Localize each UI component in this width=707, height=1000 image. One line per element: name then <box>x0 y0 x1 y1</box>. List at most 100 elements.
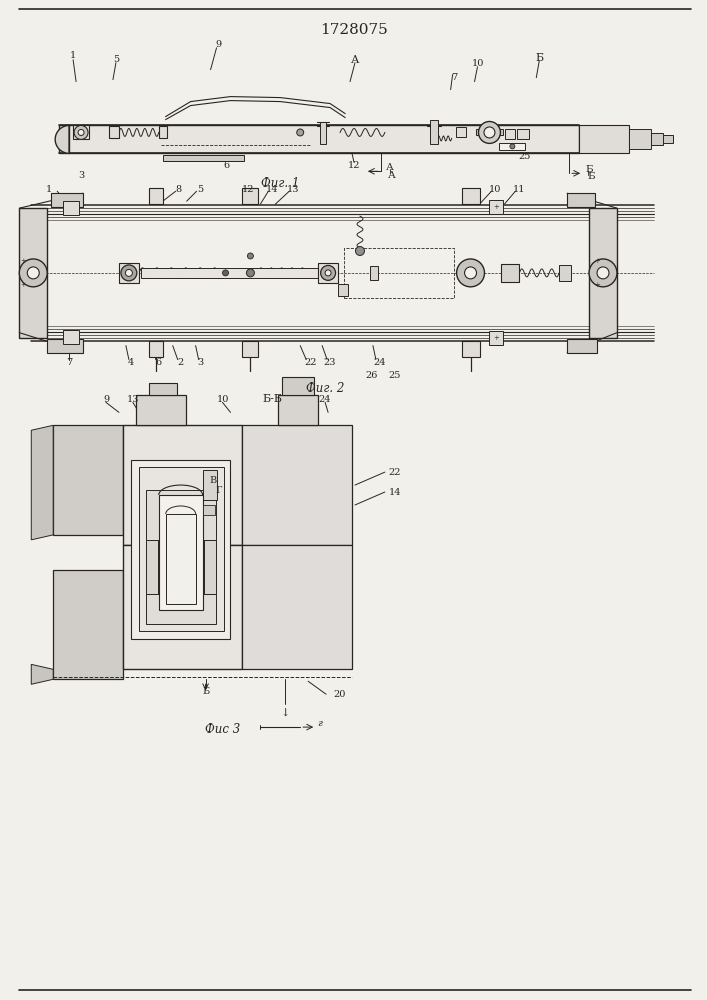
Bar <box>279 395 318 425</box>
Circle shape <box>356 246 364 255</box>
Text: 23: 23 <box>324 358 337 367</box>
Text: 5: 5 <box>113 55 119 64</box>
Text: Б: Б <box>202 687 209 696</box>
Text: 14: 14 <box>266 185 279 194</box>
Circle shape <box>457 259 484 287</box>
Polygon shape <box>31 664 53 684</box>
Text: 1728075: 1728075 <box>320 23 388 37</box>
Bar <box>559 265 571 281</box>
Circle shape <box>121 265 137 281</box>
Bar <box>338 284 348 296</box>
Bar <box>455 127 465 137</box>
Bar <box>489 331 503 345</box>
Bar <box>662 135 673 143</box>
Text: 24: 24 <box>319 395 332 404</box>
Text: 3: 3 <box>78 171 84 180</box>
Bar <box>148 188 163 204</box>
Bar <box>430 120 438 144</box>
Text: Фис 3: Фис 3 <box>205 723 240 736</box>
Circle shape <box>247 253 253 259</box>
Text: 2: 2 <box>177 358 184 367</box>
Bar <box>243 341 258 357</box>
Text: 1: 1 <box>46 185 52 194</box>
Text: 26: 26 <box>366 371 378 380</box>
Text: Фиг. 2: Фиг. 2 <box>306 382 344 395</box>
Bar <box>629 129 651 149</box>
Circle shape <box>464 267 477 279</box>
Text: 3: 3 <box>197 358 204 367</box>
Bar <box>318 263 338 283</box>
Text: 4: 4 <box>128 358 134 367</box>
Bar <box>53 425 123 535</box>
Text: 22: 22 <box>304 358 317 367</box>
Circle shape <box>297 129 304 136</box>
Bar <box>119 263 139 283</box>
Bar <box>489 200 503 214</box>
Text: Фиг. 1: Фиг. 1 <box>261 177 300 190</box>
Bar <box>651 133 662 145</box>
Bar <box>63 330 79 344</box>
Bar <box>109 126 119 138</box>
Text: +: + <box>21 281 26 289</box>
Text: 9: 9 <box>103 395 109 404</box>
Bar <box>51 193 83 207</box>
Bar <box>203 505 214 515</box>
Text: 24: 24 <box>373 358 386 367</box>
Circle shape <box>321 265 336 280</box>
Text: 1: 1 <box>70 51 76 60</box>
Bar <box>320 122 326 144</box>
Text: Г: Г <box>216 486 222 495</box>
Text: +: + <box>21 257 26 265</box>
Text: 10: 10 <box>216 395 228 404</box>
Bar <box>139 467 223 631</box>
Bar <box>63 201 79 215</box>
Bar <box>163 155 245 161</box>
Circle shape <box>479 121 501 143</box>
Circle shape <box>597 267 609 279</box>
Text: 8: 8 <box>175 185 182 194</box>
Text: 20: 20 <box>334 690 346 699</box>
Text: Б: Б <box>588 172 595 181</box>
Bar <box>53 570 123 679</box>
Bar <box>165 514 196 604</box>
Circle shape <box>78 129 84 135</box>
Text: 22: 22 <box>389 468 401 477</box>
Bar <box>476 129 503 135</box>
Text: +: + <box>493 334 499 342</box>
Text: 5: 5 <box>197 185 204 194</box>
Text: В: В <box>209 476 216 485</box>
Bar <box>518 129 530 139</box>
Text: 13: 13 <box>287 185 300 194</box>
Circle shape <box>223 270 228 276</box>
Bar <box>148 383 177 395</box>
Text: 25: 25 <box>518 152 530 161</box>
Bar <box>579 125 629 153</box>
Bar <box>567 193 595 207</box>
Text: Б: Б <box>535 53 544 63</box>
Text: Б-Б: Б-Б <box>262 394 282 404</box>
Bar <box>204 540 216 594</box>
Circle shape <box>589 259 617 287</box>
Bar <box>131 460 230 639</box>
Text: 11: 11 <box>513 185 525 194</box>
Circle shape <box>484 127 495 138</box>
Bar <box>370 266 378 280</box>
Text: 6: 6 <box>156 358 162 367</box>
Bar <box>243 545 352 669</box>
Bar <box>589 208 617 338</box>
Text: 25: 25 <box>389 371 401 380</box>
Circle shape <box>28 267 40 279</box>
Bar <box>282 377 314 395</box>
Bar <box>47 339 83 353</box>
Bar <box>148 341 163 357</box>
Text: +: + <box>493 203 499 211</box>
Bar <box>462 341 479 357</box>
Circle shape <box>125 269 132 276</box>
Bar <box>344 248 454 298</box>
Text: 14: 14 <box>389 488 401 497</box>
Text: 10: 10 <box>489 185 502 194</box>
Bar <box>506 129 515 139</box>
Bar <box>123 425 243 545</box>
Text: 7: 7 <box>452 73 457 82</box>
Text: 12: 12 <box>243 185 255 194</box>
